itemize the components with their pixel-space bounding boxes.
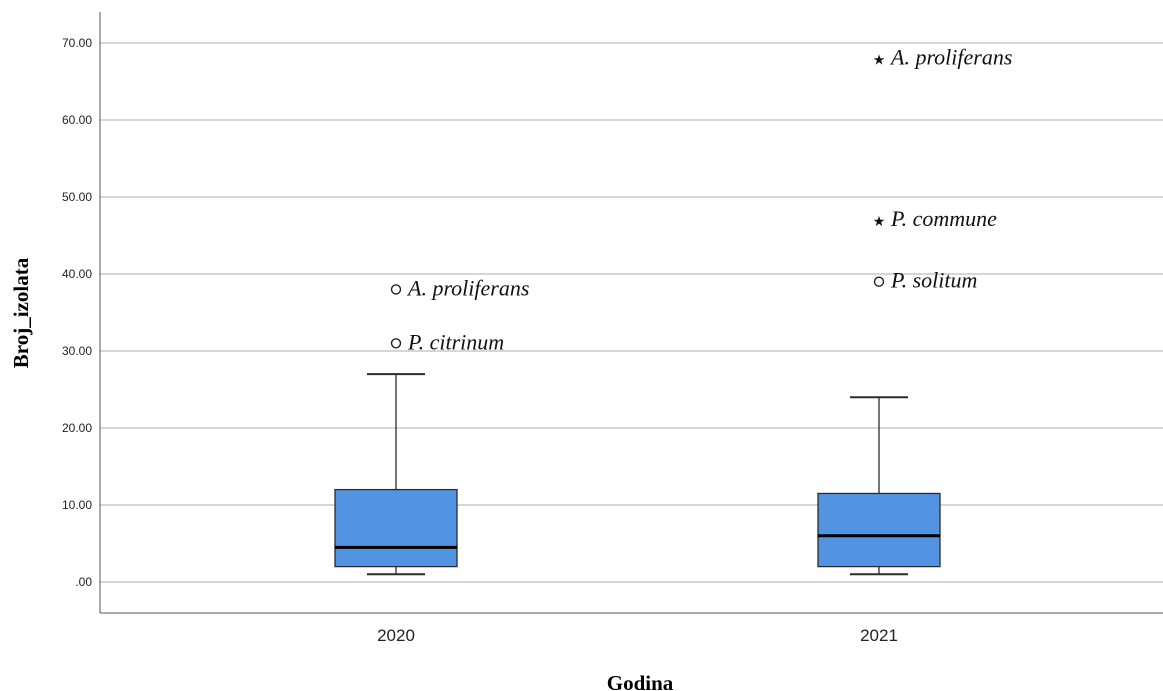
outlier-circle <box>873 276 885 287</box>
outlier-circle <box>390 284 402 295</box>
x-tick-label: 2021 <box>860 626 898 645</box>
y-tick-label: 50.00 <box>62 190 92 204</box>
y-tick-label: 70.00 <box>62 36 92 50</box>
x-tick-labels: 2020 2021 <box>377 626 898 645</box>
y-tick-label: 60.00 <box>62 113 92 127</box>
outlier-star: ★ <box>873 214 886 230</box>
y-tick-label: 20.00 <box>62 421 92 435</box>
axes <box>99 12 1163 614</box>
y-tick-label: 10.00 <box>62 498 92 512</box>
outlier-label: A. proliferans <box>406 275 529 300</box>
gridlines <box>100 42 1163 583</box>
outlier-star: ★ <box>873 52 886 68</box>
y-tick-label: 40.00 <box>62 267 92 281</box>
outlier-label: P. commune <box>890 206 997 231</box>
x-axis-title: Godina <box>607 671 674 691</box>
outlier-label: A. proliferans <box>889 44 1012 69</box>
box-group-2020: A. proliferans P. citrinum <box>334 275 529 576</box>
outlier-circle <box>390 338 402 349</box>
y-tick-labels: .00 10.00 20.00 30.00 40.00 50.00 60.00 70.00 <box>62 36 92 589</box>
outlier-label: P. solitum <box>890 268 977 293</box>
y-tick-label: 30.00 <box>62 344 92 358</box>
box-iqr <box>817 492 941 568</box>
outlier-label: P. citrinum <box>407 329 504 354</box>
x-tick-label: 2020 <box>377 626 415 645</box>
y-tick-label: .00 <box>75 575 92 589</box>
y-axis-title: Broj_izolata <box>9 257 33 368</box>
box-iqr <box>334 488 458 568</box>
